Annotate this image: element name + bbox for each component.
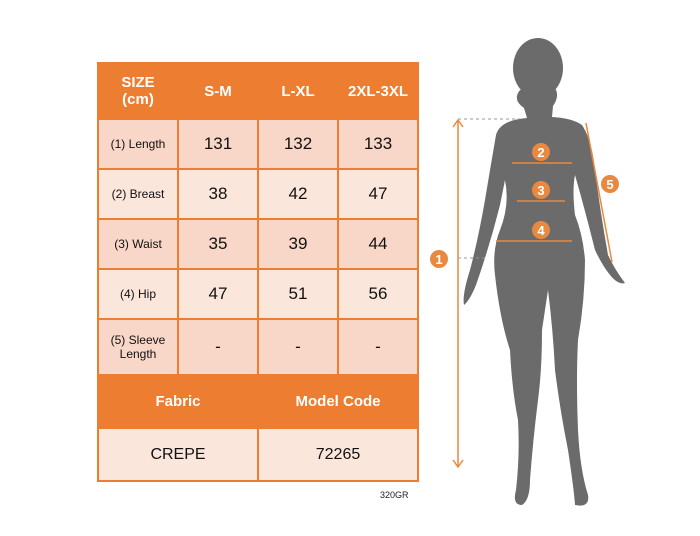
table-row: (5) Sleeve Length - - - [97, 318, 419, 376]
cell: 35 [177, 218, 259, 270]
row-label: (1) Length [97, 118, 179, 170]
cell: - [177, 318, 259, 376]
cell: 42 [257, 168, 339, 220]
table-row: (1) Length 131 132 133 [97, 118, 419, 170]
row-label: (5) Sleeve Length [97, 318, 179, 376]
cell: 51 [257, 268, 339, 320]
table-row: (3) Waist 35 39 44 [97, 218, 419, 270]
marker-4: 4 [537, 223, 545, 238]
col-s-m: S-M [177, 62, 259, 120]
row-label: (2) Breast [97, 168, 179, 220]
product-code: 320GR [380, 490, 409, 500]
measurement-markers: 1 2 3 4 5 [430, 143, 619, 268]
cell: 44 [337, 218, 419, 270]
cell: 38 [177, 168, 259, 220]
cell: 47 [337, 168, 419, 220]
silhouette-icon [463, 38, 625, 506]
size-table: SIZE (cm) S-M L-XL 2XL-3XL (1) Length 131… [97, 62, 419, 482]
cell: 56 [337, 268, 419, 320]
col-l-xl: L-XL [257, 62, 339, 120]
size-header: SIZE (cm) [97, 62, 179, 120]
cell: 131 [177, 118, 259, 170]
model-code-header: Model Code [257, 374, 419, 429]
model-code-value: 72265 [257, 427, 419, 482]
measurement-lines [452, 118, 613, 469]
table-row: (4) Hip 47 51 56 [97, 268, 419, 320]
marker-5: 5 [606, 177, 613, 192]
cell: - [337, 318, 419, 376]
cell: 133 [337, 118, 419, 170]
marker-1: 1 [435, 252, 442, 267]
fabric-header: Fabric [97, 374, 259, 429]
cell: 47 [177, 268, 259, 320]
cell: 39 [257, 218, 339, 270]
marker-2: 2 [537, 145, 544, 160]
cell: 132 [257, 118, 339, 170]
fabric-value: CREPE [97, 427, 259, 482]
cell: - [257, 318, 339, 376]
col-2xl-3xl: 2XL-3XL [337, 62, 419, 120]
table-row: (2) Breast 38 42 47 [97, 168, 419, 220]
row-label: (3) Waist [97, 218, 179, 270]
marker-3: 3 [537, 183, 544, 198]
row-label: (4) Hip [97, 268, 179, 320]
